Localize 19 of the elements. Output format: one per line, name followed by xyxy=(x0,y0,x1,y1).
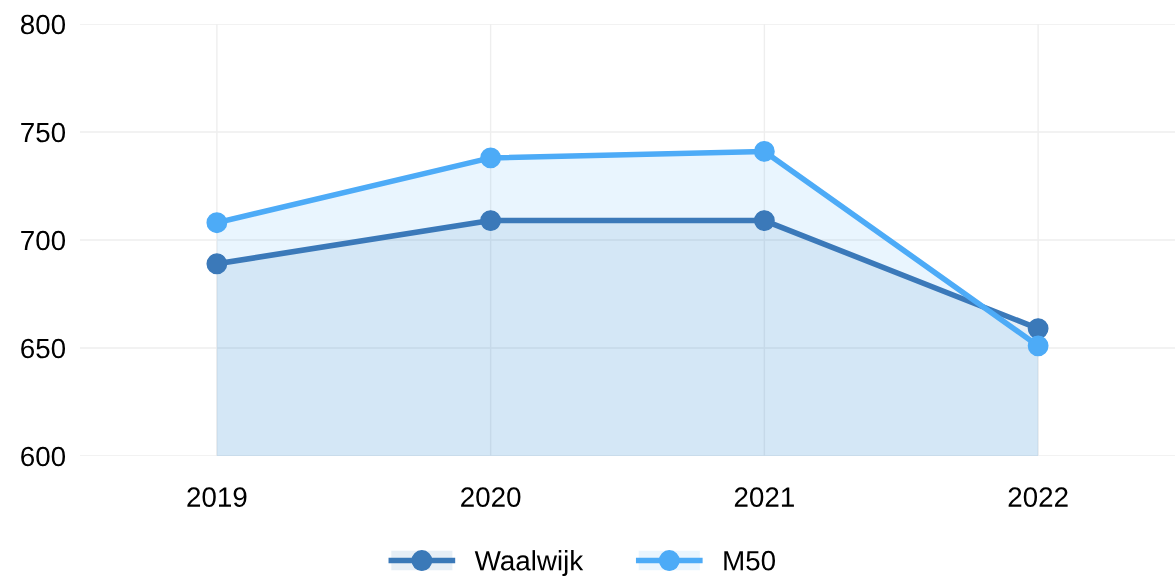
point xyxy=(206,212,228,234)
y-tick-label: 800 xyxy=(20,14,66,35)
point xyxy=(753,210,775,231)
x-tick-label: 2021 xyxy=(734,487,794,507)
y-tick-label: 600 xyxy=(21,446,66,467)
y-tick-label: 650 xyxy=(21,338,66,359)
x-tick-label: 2020 xyxy=(461,487,521,507)
legend-label: Waalwijk xyxy=(474,550,584,577)
point xyxy=(480,147,502,169)
y-tick-label: 700 xyxy=(21,230,66,251)
point xyxy=(753,141,775,162)
point xyxy=(480,210,502,231)
y-tick-label: 750 xyxy=(21,122,66,143)
x-tick-label: 2022 xyxy=(1008,487,1068,507)
legend-label: M50 xyxy=(724,550,776,571)
point xyxy=(1027,318,1049,339)
point xyxy=(1027,335,1049,357)
x-tick-label: 2019 xyxy=(187,487,247,507)
point xyxy=(206,253,228,275)
